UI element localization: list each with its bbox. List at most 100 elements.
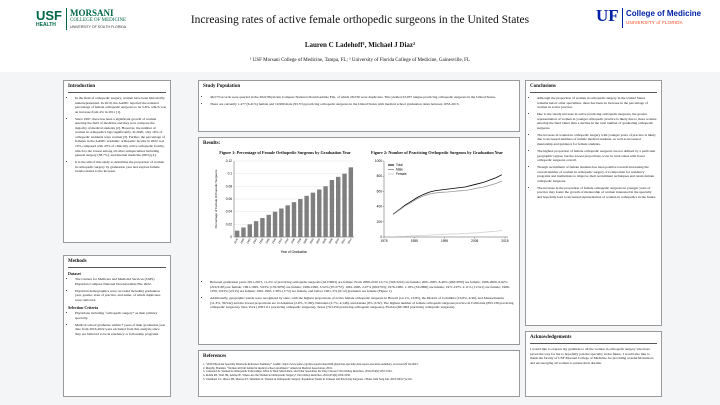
bullet-list: Between graduation years 2011-2015, 11.2…	[203, 280, 515, 310]
y-tick-label: 0	[230, 235, 232, 239]
y-tick-label: 800	[377, 174, 383, 178]
usf-college2: COLLEGE OF MEDICINE	[70, 18, 127, 23]
x-tick-label: 2005	[471, 239, 478, 243]
bar	[279, 208, 284, 238]
x-tick-label: 1994	[283, 237, 290, 244]
bullet: Medical school graduates within 7 years …	[75, 323, 166, 337]
section-heading: Study Population	[203, 84, 241, 89]
bullet-list: In the field of orthopedic surgery, wome…	[68, 96, 166, 174]
bullet: It is the aim of this study to determine…	[75, 160, 166, 174]
x-tick-label: 2002	[308, 237, 315, 244]
data-line	[393, 230, 502, 238]
bullet: The highest proportion of female orthope…	[537, 149, 657, 163]
x-tick-label: 2014	[346, 237, 353, 244]
x-tick-label: 1998	[296, 237, 303, 244]
y-tick-label: 0.1	[228, 172, 233, 176]
bar	[253, 221, 259, 238]
y-axis-label: Percentage of Female Orthopedic Surgeons	[214, 169, 218, 228]
legend-label: Total	[396, 163, 403, 167]
reference: 3. Cannada LK. Women in Orthopaedic Fell…	[203, 370, 393, 374]
poster-title: Increasing rates of active female orthop…	[190, 14, 530, 26]
figure-title: Figure 1: Percentage of Female Orthopedi…	[219, 150, 351, 155]
y-tick-label: 400	[377, 205, 383, 209]
methods-box: Methods Dataset The Centers for Medicare…	[63, 255, 171, 397]
x-tick-label: 2000	[302, 237, 309, 244]
bullet: Physicians including “orthopedic surgery…	[75, 311, 166, 320]
bullet: Between graduation years 2011-2015, 11.2…	[210, 280, 515, 294]
bar	[329, 180, 335, 238]
bar	[234, 230, 240, 238]
y-tick-label: 0.08	[226, 184, 232, 188]
y-tick-label: 0.04	[226, 210, 232, 214]
x-tick-label: 1980	[239, 237, 246, 244]
usf-sub: HEALTH	[36, 22, 56, 28]
x-tick-label: 1992	[277, 237, 284, 244]
x-tick-label: 1975	[380, 239, 387, 243]
bullet: The increase in women in orthopedic surg…	[537, 133, 657, 147]
reference-list: 1. “2020 Physician Specialty Databook Re…	[203, 363, 515, 381]
reference: 4. Rohde RS, Wolf JM, Adams JE. Where Ar…	[203, 373, 351, 377]
x-axis-label: Year of Graduation	[281, 250, 308, 254]
bullet: Physician demographics were recorded inc…	[75, 289, 166, 303]
x-tick-label: 1986	[258, 237, 265, 244]
x-tick-label: 2006	[321, 237, 328, 244]
x-tick-label: 2015	[501, 239, 508, 243]
bar	[342, 173, 347, 238]
bar	[304, 195, 309, 238]
uf-brand: UF	[596, 6, 619, 25]
bar	[285, 205, 290, 238]
authors: Lauren C Ladehoff¹, Michael J Diaz²	[304, 41, 416, 49]
y-tick-label: 0	[380, 235, 382, 239]
figure-2: Figure 2: Number of Practicing Orthopedi…	[362, 150, 512, 270]
usf-brand: USF	[36, 8, 62, 23]
bar	[266, 214, 271, 238]
sub-heading: Dataset	[68, 271, 81, 276]
reference: 5. Chambers CC, Ihnow SB, Monroe EJ, Sul…	[203, 377, 413, 381]
bar	[298, 199, 303, 238]
legend-label: Male	[396, 168, 403, 172]
acknowledgements-box: Acknowledgements I would like to express…	[525, 331, 662, 397]
bullet-list: Although the proportion of women in orth…	[530, 96, 657, 199]
bullet: Although the proportion of women in orth…	[537, 96, 657, 110]
bar	[291, 202, 297, 238]
figure-title: Figure 2: Number of Practicing Orthopedi…	[371, 150, 503, 155]
bullet: In the field of orthopedic surgery, wome…	[75, 96, 166, 114]
section-heading: References	[203, 354, 227, 359]
bullet: Since 1997, there has been a significant…	[75, 117, 166, 158]
y-tick-label: 600	[377, 189, 383, 193]
uf-logo: UF College of Medicine UNIVERSITY of FLO…	[596, 6, 706, 32]
data-line	[392, 174, 503, 215]
usf-university: UNIVERSITY OF SOUTH FLORIDA	[70, 25, 127, 29]
bar	[348, 167, 354, 238]
bullet-list: Physicians including “orthopedic surgery…	[68, 311, 166, 336]
usf-college: MORSANI	[70, 8, 114, 18]
bullet: 46,573 records were queried in the 2022 …	[210, 95, 515, 100]
bullet: Additionally, geographic trends were rec…	[210, 296, 515, 310]
bullet: Though recruitment of female students ha…	[537, 165, 657, 183]
header: USF HEALTH MORSANI COLLEGE OF MEDICINE U…	[0, 0, 720, 72]
x-tick-label: 1985	[411, 239, 418, 243]
bullet: The Centers for Medicare and Medicaid Se…	[75, 277, 166, 286]
section-heading: Methods	[68, 259, 166, 268]
section-heading: Introduction	[68, 84, 166, 93]
uf-university: UNIVERSITY of FLORIDA	[626, 20, 683, 25]
chart: 0 200 400 600 800 1000 1975 1985 1995 2005 2015 Tot…	[375, 159, 509, 243]
x-tick-label: 1996	[290, 237, 297, 244]
references-box: References 1. “2020 Physician Specialty …	[198, 350, 520, 397]
y-tick-label: 200	[377, 220, 383, 224]
x-tick-label: 1995	[441, 239, 448, 243]
legend-label: Female	[396, 172, 407, 176]
y-tick-label: 1000	[375, 159, 382, 163]
section-heading: Acknowledgements	[530, 335, 657, 344]
acknowledgements-text: I would like to express my gratitude to …	[530, 347, 654, 365]
bullet: Due to the steady increase in active pra…	[537, 112, 657, 130]
study-population-box: Study Population 46,573 records were que…	[198, 80, 520, 132]
x-tick-label: 1988	[264, 237, 271, 244]
sub-heading: Selection Criteria	[68, 304, 99, 310]
y-tick-label: 0.06	[226, 197, 232, 201]
x-tick-label: 2008	[327, 237, 334, 244]
bar	[260, 218, 265, 238]
x-tick-label: 1990	[271, 237, 278, 244]
reference: 1. “2020 Physician Specialty Databook Re…	[203, 363, 419, 366]
